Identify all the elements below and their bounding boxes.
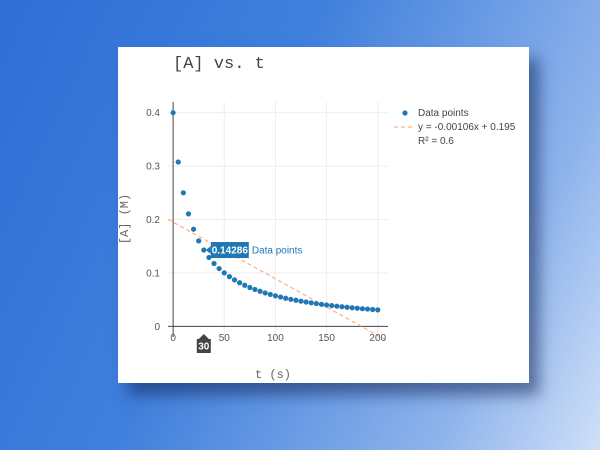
x-axis-title: t (s) xyxy=(255,368,291,382)
hover-x-box xyxy=(196,339,211,353)
hover-x-pointer xyxy=(198,334,209,339)
hover-value: 0.14286 xyxy=(212,246,249,257)
y-axis-title: [A] (M) xyxy=(118,194,132,244)
data-point xyxy=(237,280,243,286)
x-tick-label: 50 xyxy=(219,333,231,344)
data-point xyxy=(216,265,222,272)
y-tick-label: 0 xyxy=(154,322,160,333)
hover-series-label: Data points xyxy=(252,246,303,257)
data-point xyxy=(247,284,253,291)
data-point xyxy=(339,304,345,310)
data-point xyxy=(298,298,304,304)
data-point xyxy=(288,296,294,302)
data-point xyxy=(375,307,381,313)
data-point xyxy=(349,305,355,311)
data-point xyxy=(262,290,268,296)
data-point xyxy=(180,190,186,196)
data-point xyxy=(257,288,263,294)
data-point xyxy=(334,303,340,309)
data-points xyxy=(170,110,381,313)
hover-value-box xyxy=(210,242,249,259)
hover-pointer xyxy=(205,246,211,255)
data-point xyxy=(308,300,314,306)
data-point xyxy=(359,306,366,312)
data-point xyxy=(272,293,279,299)
legend-label-r-squared: R² = 0.6 xyxy=(418,136,454,147)
trend-line xyxy=(167,218,389,342)
y-tick-label: 0.2 xyxy=(146,215,160,226)
grid xyxy=(168,102,388,337)
data-point xyxy=(226,274,232,280)
x-tick-labels: 0 50 100 150 200 xyxy=(170,333,386,344)
hover-x-label: 30 xyxy=(198,342,210,353)
chart-title: [A] vs. t xyxy=(173,55,265,74)
data-point xyxy=(344,304,350,310)
data-point xyxy=(221,270,227,276)
data-point xyxy=(201,247,207,253)
data-point xyxy=(313,300,319,307)
data-point xyxy=(370,306,376,313)
y-tick-label: 0.4 xyxy=(146,108,160,119)
x-tick-label: 0 xyxy=(170,333,176,344)
data-point xyxy=(170,110,176,116)
data-point xyxy=(252,286,258,293)
y-tick-label: 0.3 xyxy=(146,162,160,173)
y-tick-label: 0.1 xyxy=(146,268,160,279)
data-point xyxy=(354,305,360,311)
data-point xyxy=(211,260,217,267)
legend-marker-data-points xyxy=(402,110,408,116)
data-point xyxy=(206,254,212,261)
trend-line-segment xyxy=(167,218,389,342)
data-point xyxy=(283,295,289,301)
x-tick-label: 200 xyxy=(369,333,386,344)
data-point xyxy=(324,302,330,308)
chart-svg: [A] vs. t 0 50 100 150 200 0 0.1 0.2 0.3 0.4 t (… xyxy=(118,55,516,382)
data-point xyxy=(329,302,335,309)
data-point xyxy=(364,306,371,312)
data-point xyxy=(190,226,197,232)
data-point xyxy=(242,282,248,288)
data-point xyxy=(196,238,202,244)
chart-card: [A] vs. t 0 50 100 150 200 0 0.1 0.2 0.3 0.4 t (… xyxy=(118,47,529,383)
data-point xyxy=(318,301,325,307)
data-point xyxy=(267,291,273,298)
legend-label-data-points: Data points xyxy=(418,108,469,119)
data-point xyxy=(175,159,181,165)
data-point xyxy=(185,211,192,217)
legend-label-trend-line: y = -0.00106x + 0.195 xyxy=(418,122,516,133)
x-tick-label: 150 xyxy=(318,333,335,344)
hover-tooltip: 0.14286 Data points 30 xyxy=(196,242,303,353)
data-point xyxy=(277,294,284,300)
x-tick-label: 100 xyxy=(267,333,284,344)
legend: Data points y = -0.00106x + 0.195 R² = 0… xyxy=(394,108,516,147)
data-point xyxy=(231,277,238,283)
data-point xyxy=(293,297,299,303)
data-point xyxy=(303,299,309,305)
zero-line xyxy=(168,102,388,337)
y-tick-labels: 0 0.1 0.2 0.3 0.4 xyxy=(146,108,160,333)
